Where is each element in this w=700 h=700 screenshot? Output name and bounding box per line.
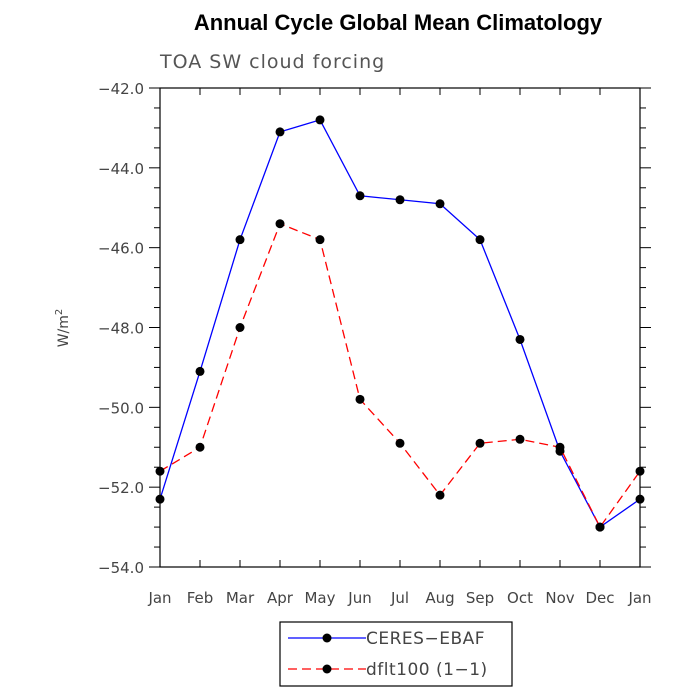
x-tick-label: Dec — [585, 589, 614, 607]
y-tick-label: −54.0 — [98, 559, 144, 577]
plot-frame — [159, 87, 641, 568]
data-point — [395, 195, 405, 205]
x-tick-label: Mar — [226, 589, 255, 607]
data-point — [555, 442, 565, 452]
legend-label-dflt100: dflt100 (1−1) — [366, 660, 488, 680]
x-tick-label: Feb — [187, 589, 214, 607]
series-line — [159, 119, 641, 529]
legend-box — [279, 621, 513, 687]
chart-title: Annual Cycle Global Mean Climatology — [194, 10, 603, 35]
x-tick-label: Jan — [147, 589, 171, 607]
data-point — [195, 442, 205, 452]
data-point — [435, 490, 445, 500]
data-point — [515, 334, 525, 344]
data-point — [355, 394, 365, 404]
series-line — [159, 222, 641, 529]
legend-marker-ceres-ebaf — [322, 633, 332, 643]
x-tick-label: Apr — [267, 589, 294, 607]
y-tick-label: −44.0 — [98, 160, 144, 178]
y-axis-label-base: W/m — [56, 315, 72, 347]
series-1 — [155, 219, 645, 532]
legend: CERES−EBAF dflt100 (1−1) — [279, 621, 513, 687]
data-point — [315, 115, 325, 125]
data-point — [635, 466, 645, 476]
data-point — [515, 434, 525, 444]
x-tick-label: Nov — [545, 589, 574, 607]
data-point — [395, 438, 405, 448]
series-group — [155, 115, 645, 532]
chart-subtitle: TOA SW cloud forcing — [159, 51, 385, 73]
data-point — [195, 366, 205, 376]
data-point — [315, 235, 325, 245]
x-tick-label: Aug — [425, 589, 454, 607]
legend-marker-dflt100 — [322, 664, 332, 674]
data-point — [435, 199, 445, 209]
y-axis: −42.0 −44.0 −46.0 −48.0 −50.0 −52.0 −54.0 — [98, 80, 651, 577]
y-tick-label: −52.0 — [98, 479, 144, 497]
data-point — [635, 494, 645, 504]
y-axis-label: W/m2 — [54, 309, 72, 348]
data-point — [275, 127, 285, 137]
legend-label-ceres-ebaf: CERES−EBAF — [366, 629, 485, 649]
x-tick-label: Sep — [466, 589, 494, 607]
y-tick-label: −50.0 — [98, 399, 144, 417]
data-point — [595, 522, 605, 532]
data-point — [355, 191, 365, 201]
data-point — [235, 235, 245, 245]
data-point — [235, 323, 245, 332]
x-axis: Jan Feb Mar Apr May Jun Jul Aug Sep Oct Nov Dec Jan — [147, 88, 652, 607]
data-point — [475, 235, 485, 245]
x-tick-label: Jan — [627, 589, 651, 607]
y-tick-label: −46.0 — [98, 240, 144, 258]
x-tick-label: Jul — [390, 589, 409, 607]
plot-area — [159, 87, 641, 568]
y-axis-label-superscript: 2 — [54, 309, 65, 315]
data-point — [275, 219, 285, 229]
y-tick-label: −42.0 — [98, 80, 144, 98]
data-point — [155, 466, 165, 476]
x-tick-label: Oct — [507, 589, 533, 607]
data-point — [155, 494, 165, 504]
data-point — [475, 438, 485, 448]
x-tick-label: Jun — [347, 589, 371, 607]
y-tick-label: −48.0 — [98, 320, 144, 338]
x-tick-label: May — [304, 589, 335, 607]
